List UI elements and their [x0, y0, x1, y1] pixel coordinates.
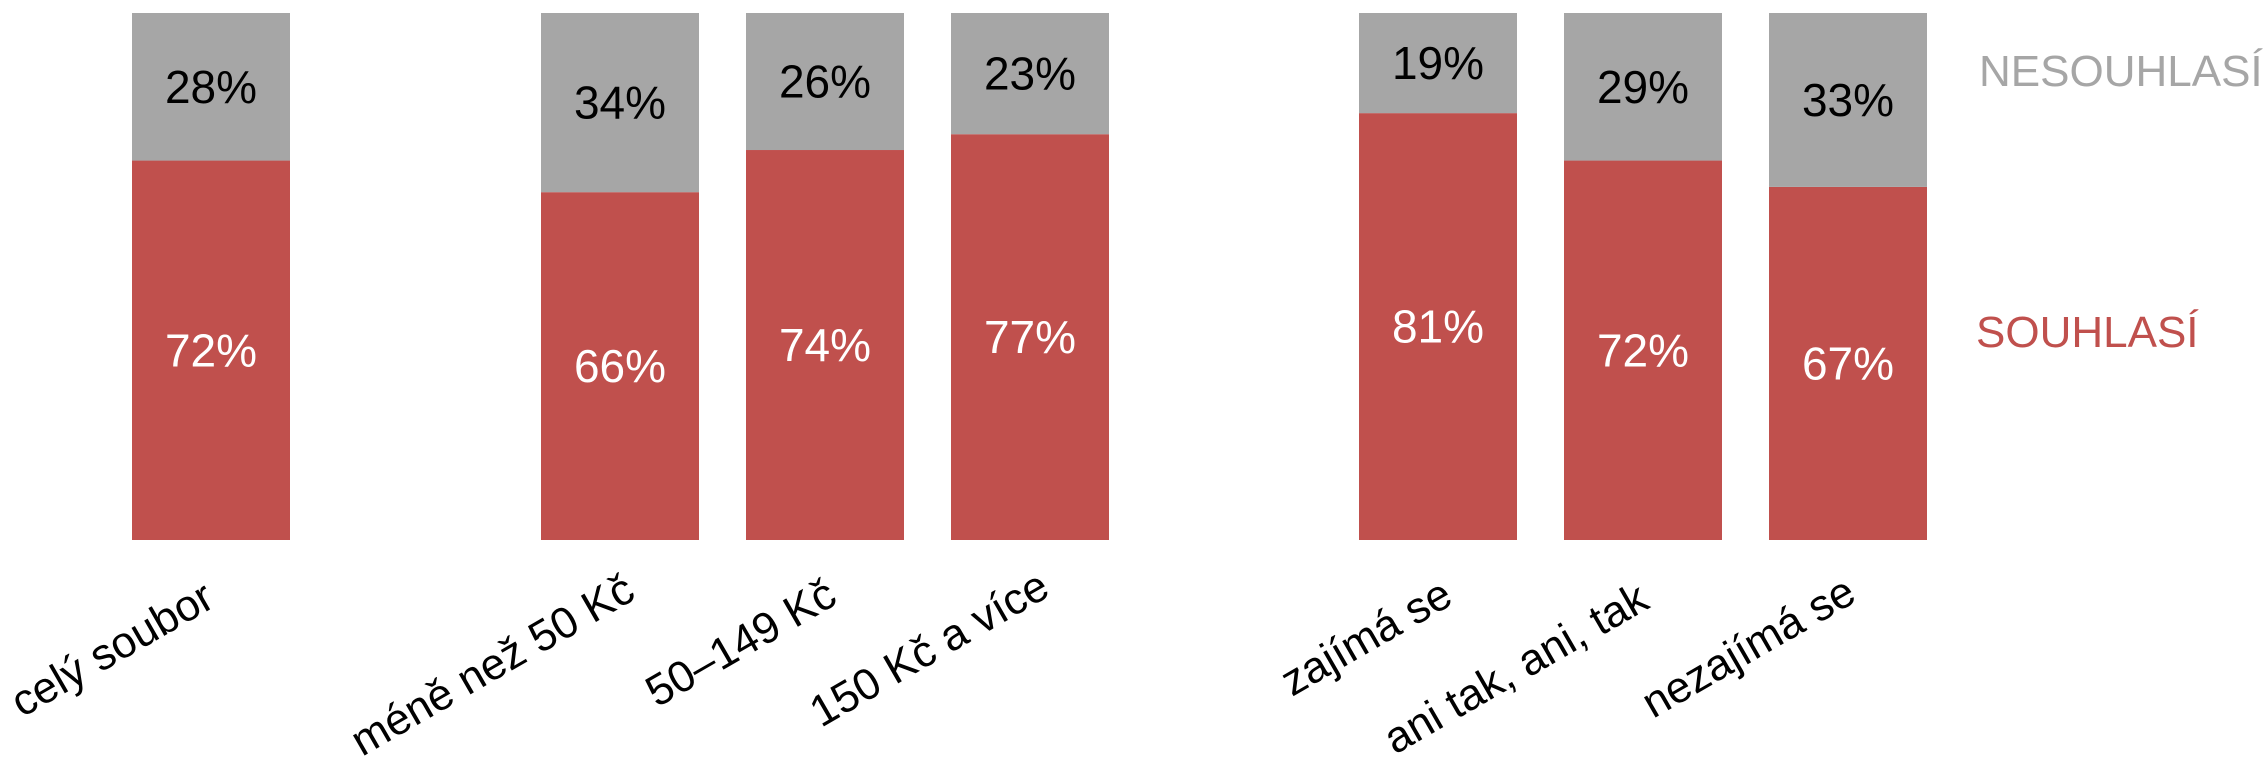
- bar-nesouhlasi: [746, 13, 904, 151]
- value-label-souhlasi: 66%: [574, 340, 666, 392]
- bar-nesouhlasi: [541, 13, 699, 193]
- legend-nesouhlasi: NESOUHLASÍ: [1979, 47, 2263, 96]
- value-label-nesouhlasi: 19%: [1392, 37, 1484, 89]
- value-label-nesouhlasi: 26%: [779, 56, 871, 108]
- category-label: celý soubor: [3, 572, 222, 727]
- category-label: méně než 50 Kč: [343, 564, 643, 761]
- category-label: nezajímá se: [1634, 567, 1864, 728]
- value-label-nesouhlasi: 34%: [574, 77, 666, 129]
- bar-nesouhlasi: [1564, 13, 1722, 161]
- value-label-souhlasi: 67%: [1802, 337, 1894, 389]
- legend-souhlasi: SOUHLASÍ: [1976, 308, 2199, 357]
- bar-nesouhlasi: [132, 13, 290, 161]
- value-label-souhlasi: 72%: [165, 324, 257, 376]
- category-label: zajímá se: [1273, 569, 1461, 706]
- value-label-souhlasi: 74%: [779, 319, 871, 371]
- value-label-nesouhlasi: 33%: [1802, 74, 1894, 126]
- value-label-souhlasi: 72%: [1597, 324, 1689, 376]
- bar-souhlasi: [132, 160, 290, 540]
- value-label-nesouhlasi: 29%: [1597, 61, 1689, 113]
- category-label: 150 Kč a více: [802, 561, 1057, 737]
- value-label-souhlasi: 77%: [984, 311, 1076, 363]
- bar-nesouhlasi: [1769, 13, 1927, 187]
- value-labels-layer: 72% 28% 66% 34% 74% 26% 77% 23% 81% 19% 72% 29% 67% 3…: [165, 37, 1894, 392]
- bar-souhlasi: [1564, 160, 1722, 540]
- value-label-souhlasi: 81%: [1392, 301, 1484, 353]
- bar-souhlasi: [746, 150, 904, 540]
- bars-layer: [132, 13, 1927, 540]
- value-label-nesouhlasi: 28%: [165, 61, 257, 113]
- bar-souhlasi: [1359, 113, 1517, 540]
- bar-nesouhlasi: [951, 13, 1109, 135]
- bar-souhlasi: [951, 134, 1109, 540]
- bar-nesouhlasi: [1359, 13, 1517, 114]
- bar-souhlasi: [541, 192, 699, 540]
- value-label-nesouhlasi: 23%: [984, 48, 1076, 100]
- bar-souhlasi: [1769, 186, 1927, 540]
